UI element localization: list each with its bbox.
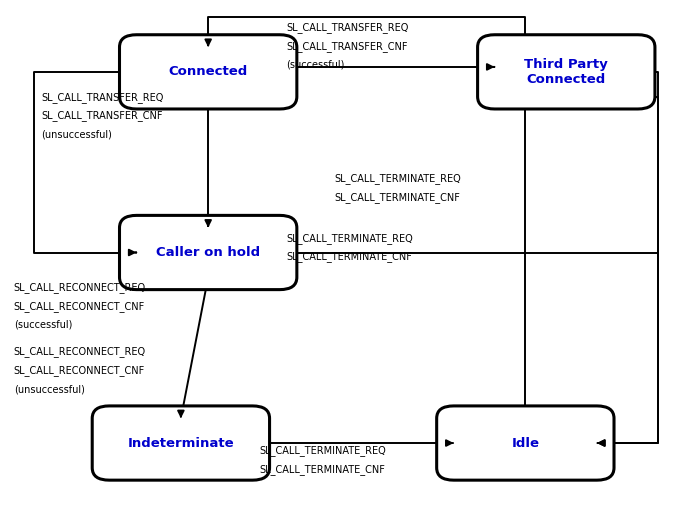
Text: Idle: Idle [512,436,539,449]
Text: (successful): (successful) [287,60,345,70]
FancyBboxPatch shape [477,35,655,109]
Text: SL_CALL_TRANSFER_REQ: SL_CALL_TRANSFER_REQ [41,92,164,103]
FancyBboxPatch shape [120,35,296,109]
Text: SL_CALL_TERMINATE_CNF: SL_CALL_TERMINATE_CNF [260,464,385,475]
Text: SL_CALL_TRANSFER_REQ: SL_CALL_TRANSFER_REQ [287,22,409,33]
Text: SL_CALL_TERMINATE_REQ: SL_CALL_TERMINATE_REQ [260,445,386,457]
FancyBboxPatch shape [436,406,614,480]
Text: (successful): (successful) [14,320,72,330]
Text: (unsuccessful): (unsuccessful) [41,129,112,139]
FancyBboxPatch shape [92,406,269,480]
Text: SL_CALL_TERMINATE_REQ: SL_CALL_TERMINATE_REQ [334,173,461,184]
Text: Third Party
Connected: Third Party Connected [524,58,608,86]
Text: Indeterminate: Indeterminate [127,436,234,449]
Text: Caller on hold: Caller on hold [156,246,260,259]
Text: (unsuccessful): (unsuccessful) [14,384,85,394]
Text: SL_CALL_RECONNECT_REQ: SL_CALL_RECONNECT_REQ [14,282,146,293]
Text: SL_CALL_TRANSFER_CNF: SL_CALL_TRANSFER_CNF [287,41,408,52]
Text: SL_CALL_RECONNECT_CNF: SL_CALL_RECONNECT_CNF [14,365,145,376]
Text: SL_CALL_TERMINATE_CNF: SL_CALL_TERMINATE_CNF [287,251,413,263]
Text: SL_CALL_TERMINATE_CNF: SL_CALL_TERMINATE_CNF [334,192,460,203]
Text: SL_CALL_RECONNECT_CNF: SL_CALL_RECONNECT_CNF [14,301,145,312]
Text: Connected: Connected [168,65,248,78]
Text: SL_CALL_TRANSFER_CNF: SL_CALL_TRANSFER_CNF [41,111,163,121]
FancyBboxPatch shape [120,216,296,290]
Text: SL_CALL_TERMINATE_REQ: SL_CALL_TERMINATE_REQ [287,233,413,243]
Text: SL_CALL_RECONNECT_REQ: SL_CALL_RECONNECT_REQ [14,346,146,358]
